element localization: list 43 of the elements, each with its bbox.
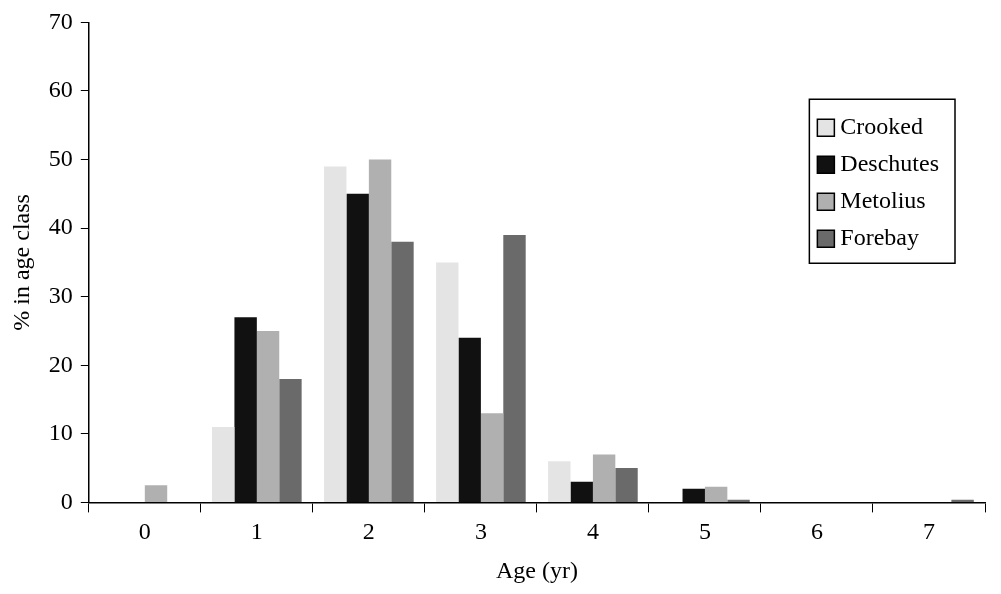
x-tick-label: 4 [586,518,599,545]
x-tick-label: 5 [698,518,711,545]
bar [704,486,728,502]
bar [346,193,369,502]
x-axis-title: Age (yr) [495,556,578,583]
x-tick-label: 2 [362,518,375,545]
x-tick-label: 1 [250,518,263,545]
bar [256,330,280,502]
y-tick-label: 70 [48,7,73,34]
legend-label: Deschutes [840,150,939,176]
y-tick-label: 60 [48,76,73,103]
bar [951,499,974,502]
x-tick-label: 3 [474,518,487,545]
x-tick-label: 0 [138,518,151,545]
bar [212,426,235,502]
bar [324,166,347,502]
bar [144,485,168,502]
y-axis-title: % in age class [7,194,34,331]
legend-label: Crooked [840,113,924,139]
bar [682,488,705,502]
bar [458,337,481,502]
bar [480,413,504,502]
legend-label: Metolius [840,187,926,213]
y-tick-label: 40 [48,213,73,240]
bar [436,262,459,502]
x-tick-label: 6 [810,518,823,545]
bar [503,234,526,502]
y-tick-label: 20 [48,350,73,377]
bar [727,499,750,502]
bar [234,317,257,502]
bar [570,481,593,502]
bar [592,454,616,502]
legend-label: Forebay [840,224,920,250]
bar [615,468,638,502]
y-tick-label: 10 [48,419,73,446]
x-tick-label: 7 [922,518,935,545]
bar [368,159,392,502]
y-tick-label: 50 [48,144,73,171]
bar [548,461,571,502]
y-tick-label: 30 [48,281,73,308]
bar [391,241,414,502]
y-tick-label: 0 [60,487,73,514]
bar [279,378,302,502]
